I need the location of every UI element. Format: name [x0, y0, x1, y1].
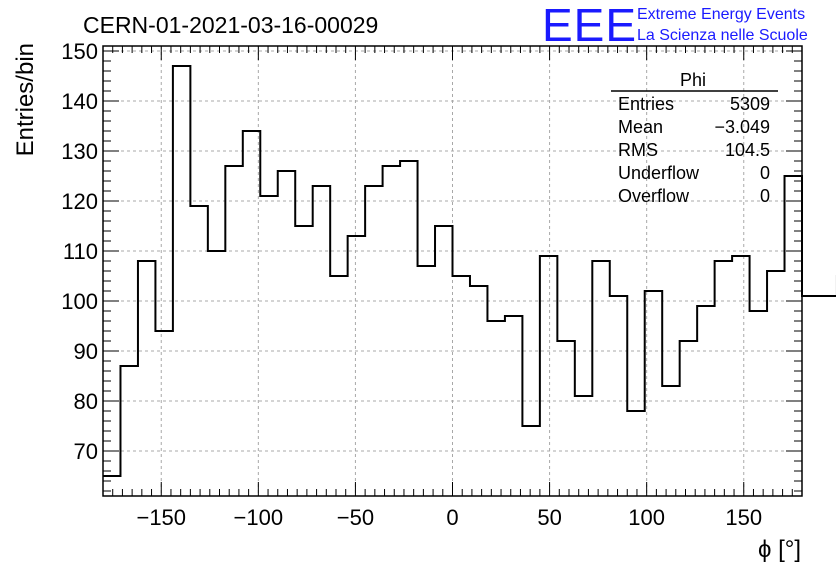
y-tick-label: 120	[61, 189, 98, 214]
stats-value: 0	[760, 186, 770, 206]
stats-label: Mean	[618, 117, 663, 137]
stats-value: 0	[760, 163, 770, 183]
logo-mark: EEE	[542, 0, 637, 51]
y-axis-label: Entries/bin	[12, 43, 39, 156]
y-tick-labels: 70 80 90 100 110 120 130 140 150	[61, 39, 98, 464]
stats-value: 104.5	[725, 140, 770, 160]
x-tick-label: 100	[628, 505, 665, 530]
y-tick-label: 90	[74, 339, 98, 364]
x-tick-label: 50	[537, 505, 561, 530]
y-tick-label: 130	[61, 139, 98, 164]
x-tick-label: 0	[446, 505, 458, 530]
x-tick-labels: −150 −100 −50 0 50 100 150	[136, 505, 762, 530]
y-tick-label: 80	[74, 389, 98, 414]
x-axis-label: ϕ [°]	[758, 536, 801, 563]
logo-line-1: Extreme Energy Events	[637, 6, 805, 23]
stats-label: Underflow	[618, 163, 700, 183]
y-tick-label: 140	[61, 89, 98, 114]
logo-line-2: La Scienza nelle Scuole	[637, 27, 808, 44]
stats-value: 5309	[730, 94, 770, 114]
stats-rows: Entries 5309 Mean −3.049 RMS 104.5 Underflow 0 O…	[618, 94, 770, 206]
chart-title: CERN-01-2021-03-16-00029	[83, 12, 378, 38]
stats-title: Phi	[680, 70, 706, 90]
y-tick-label: 150	[61, 39, 98, 64]
histogram-series	[103, 65, 836, 477]
x-tick-label: 150	[725, 505, 762, 530]
x-tick-label: −150	[136, 505, 186, 530]
y-tick-label: 70	[74, 439, 98, 464]
y-tick-label: 100	[61, 289, 98, 314]
x-tick-label: −50	[337, 505, 374, 530]
stats-value: −3.049	[714, 117, 770, 137]
y-tick-label: 110	[63, 239, 98, 264]
x-tick-label: −100	[234, 505, 284, 530]
stats-box: Phi Entries 5309 Mean −3.049 RMS 104.5 Underfl…	[611, 70, 778, 206]
stats-label: Overflow	[618, 186, 690, 206]
eee-logo: EEE Extreme Energy Events La Scienza nel…	[542, 0, 808, 51]
stats-label: RMS	[618, 140, 658, 160]
stats-label: Entries	[618, 94, 674, 114]
axis-ticks	[103, 46, 802, 496]
